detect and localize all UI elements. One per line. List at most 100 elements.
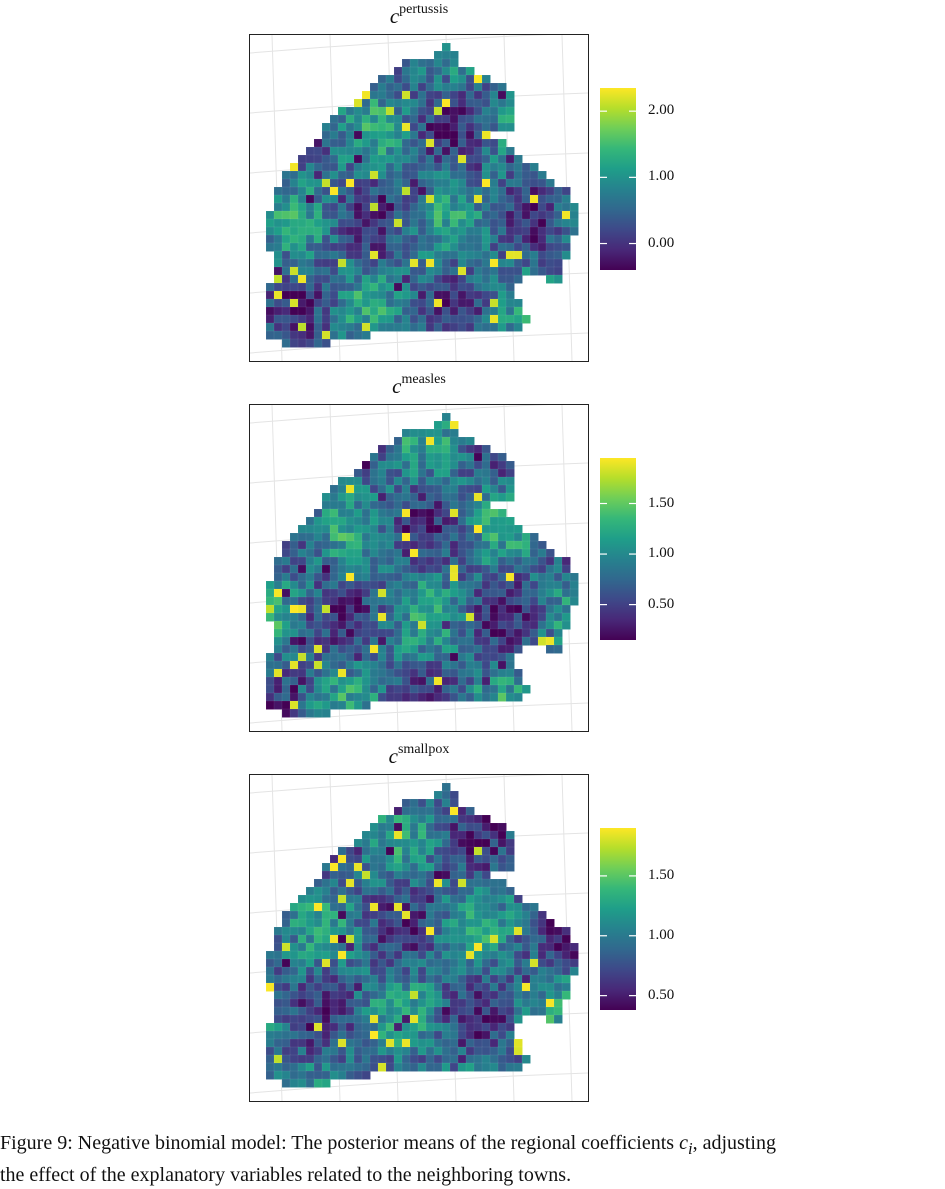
region-cell: [297, 684, 307, 694]
region-cell: [521, 982, 531, 992]
region-cell: [337, 266, 347, 276]
region-cell: [489, 1062, 499, 1072]
region-cell: [321, 258, 331, 268]
region-cell: [473, 620, 483, 630]
region-cell: [513, 548, 523, 558]
region-cell: [369, 588, 379, 598]
region-cell: [409, 950, 419, 960]
region-cell: [273, 676, 283, 686]
region-cell: [353, 298, 363, 308]
region-cell: [561, 942, 571, 952]
region-cell: [305, 146, 315, 156]
region-cell: [369, 838, 379, 848]
region-cell: [313, 878, 323, 888]
region-cell: [273, 226, 283, 236]
region-cell: [409, 692, 419, 702]
region-cell: [321, 274, 331, 284]
region-cell: [281, 1006, 291, 1016]
region-cell: [481, 468, 491, 478]
region-cell: [433, 500, 443, 510]
region-cell: [457, 966, 467, 976]
region-cell: [537, 234, 547, 244]
region-cell: [393, 934, 403, 944]
region-cell: [329, 966, 339, 976]
region-cell: [497, 894, 507, 904]
region-cell: [529, 588, 539, 598]
region-cell: [345, 234, 355, 244]
region-cell: [265, 242, 275, 252]
region-cell: [505, 170, 515, 180]
region-cell: [369, 854, 379, 864]
region-cell: [273, 572, 283, 582]
region-cell: [481, 588, 491, 598]
region-cell: [353, 484, 363, 494]
region-cell: [289, 1022, 299, 1032]
region-cell: [345, 684, 355, 694]
region-cell: [361, 1046, 371, 1056]
region-cell: [409, 934, 419, 944]
region-cell: [425, 910, 435, 920]
region-cell: [401, 958, 411, 968]
region-cell: [377, 468, 387, 478]
region-cell: [553, 564, 563, 574]
region-cell: [409, 186, 419, 196]
region-cell: [497, 830, 507, 840]
region-cell: [425, 178, 435, 188]
region-cell: [289, 1062, 299, 1072]
region-cell: [513, 588, 523, 598]
region-cell: [289, 266, 299, 276]
region-cell: [345, 202, 355, 212]
region-cell: [385, 604, 395, 614]
region-cell: [329, 290, 339, 300]
region-cell: [345, 1038, 355, 1048]
region-cell: [369, 138, 379, 148]
region-cell: [377, 226, 387, 236]
region-cell: [353, 894, 363, 904]
region-cell: [457, 524, 467, 534]
region-cell: [481, 532, 491, 542]
region-cell: [449, 676, 459, 686]
region-cell: [393, 468, 403, 478]
region-cell: [297, 524, 307, 534]
region-cell: [465, 460, 475, 470]
region-cell: [481, 830, 491, 840]
region-cell: [297, 918, 307, 928]
region-cell: [281, 950, 291, 960]
region-cell: [401, 540, 411, 550]
region-cell: [369, 162, 379, 172]
region-cell: [433, 66, 443, 76]
region-cell: [441, 468, 451, 478]
region-cell: [385, 966, 395, 976]
region-cell: [505, 604, 515, 614]
region-cell: [313, 540, 323, 550]
region-cell: [297, 1062, 307, 1072]
region-cell: [385, 1054, 395, 1064]
region-cell: [457, 258, 467, 268]
colorbar-tick-label: 0.50: [648, 986, 675, 1003]
region-cell: [537, 612, 547, 622]
region-cell: [385, 484, 395, 494]
region-cell: [441, 484, 451, 494]
region-cell: [513, 1062, 523, 1072]
region-cell: [449, 250, 459, 260]
region-cell: [425, 90, 435, 100]
region-cell: [329, 564, 339, 574]
region-cell: [297, 668, 307, 678]
region-cell: [449, 612, 459, 622]
region-cell: [505, 668, 515, 678]
region-cell: [297, 902, 307, 912]
region-cell: [449, 460, 459, 470]
region-cell: [545, 612, 555, 622]
region-cell: [321, 122, 331, 132]
region-cell: [505, 1006, 515, 1016]
region-cell: [409, 298, 419, 308]
region-cell: [465, 990, 475, 1000]
region-cell: [305, 170, 315, 180]
region-cell: [441, 210, 451, 220]
region-cell: [321, 170, 331, 180]
region-cell: [393, 306, 403, 316]
region-cell: [305, 322, 315, 332]
region-cell: [353, 652, 363, 662]
region-cell: [361, 636, 371, 646]
region-cell: [401, 258, 411, 268]
